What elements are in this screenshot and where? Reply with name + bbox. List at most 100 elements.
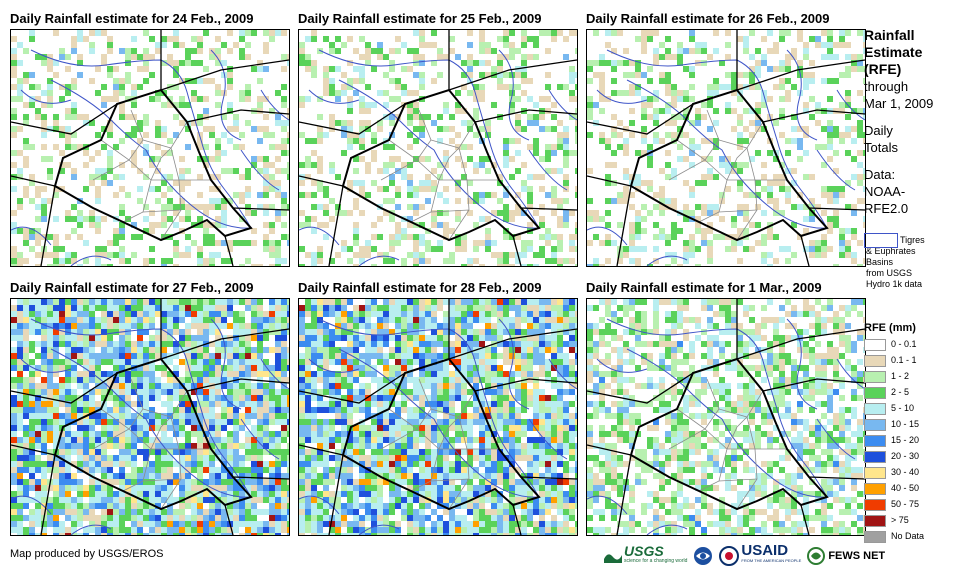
rain-cell (287, 431, 289, 437)
rain-cell (851, 54, 857, 60)
rain-cell (305, 323, 311, 329)
rain-cell (335, 419, 341, 425)
rain-cell (167, 383, 173, 389)
rain-cell (95, 252, 101, 258)
rain-cell (809, 246, 815, 252)
rain-cell (191, 431, 197, 437)
rain-cell (557, 299, 563, 305)
rain-cell (467, 413, 473, 419)
rain-cell (323, 365, 329, 371)
rain-cell (35, 323, 41, 329)
rain-cell (389, 347, 395, 353)
rain-cell (149, 156, 155, 162)
rain-cell (527, 341, 533, 347)
rain-cell (221, 485, 227, 491)
rain-cell (29, 443, 35, 449)
rain-cell (173, 317, 179, 323)
rain-cell (17, 467, 23, 473)
rain-cell (389, 365, 395, 371)
rain-cell (503, 54, 509, 60)
rain-cell (599, 78, 605, 84)
rain-cell (659, 78, 665, 84)
rain-cell (287, 395, 289, 401)
rain-cell (707, 252, 713, 258)
rain-cell (329, 299, 335, 305)
rain-cell (479, 365, 485, 371)
rain-cell (71, 228, 77, 234)
rain-cell (509, 108, 515, 114)
rain-cell (125, 132, 131, 138)
rain-cell (695, 222, 701, 228)
rain-cell (245, 305, 251, 311)
rain-cell (347, 180, 353, 186)
rain-cell (347, 377, 353, 383)
rain-cell (269, 413, 275, 419)
rain-cell (179, 431, 185, 437)
rain-cell (119, 371, 125, 377)
rain-cell (281, 305, 287, 311)
rain-cell (797, 90, 803, 96)
rain-cell (107, 66, 113, 72)
rain-cell (53, 401, 59, 407)
rain-cell (725, 246, 731, 252)
rain-cell (263, 347, 269, 353)
rain-cell (281, 431, 287, 437)
rain-cell (545, 96, 551, 102)
rain-cell (641, 30, 647, 36)
rain-cell (47, 455, 53, 461)
rain-cell (47, 485, 53, 491)
rain-cell (11, 162, 17, 168)
rain-cell (143, 473, 149, 479)
rain-cell (545, 240, 551, 246)
rain-cell (95, 479, 101, 485)
rain-cell (347, 144, 353, 150)
rain-cell (497, 401, 503, 407)
rain-cell (83, 443, 89, 449)
rain-cell (119, 335, 125, 341)
rain-cell (185, 395, 191, 401)
rain-cell (455, 108, 461, 114)
rain-cell (449, 317, 455, 323)
rain-cell (251, 485, 257, 491)
rain-cell (221, 132, 227, 138)
rain-cell (443, 413, 449, 419)
rain-cell (167, 258, 173, 264)
rain-cell (41, 102, 47, 108)
rain-cell (17, 78, 23, 84)
rain-cell (389, 198, 395, 204)
rain-cell (353, 138, 359, 144)
rain-cell (557, 132, 563, 138)
rain-cell (497, 407, 503, 413)
rain-cell (209, 252, 215, 258)
rain-cell (107, 353, 113, 359)
rain-cell (203, 479, 209, 485)
rain-cell (575, 395, 577, 401)
rain-cell (521, 60, 527, 66)
rain-cell (185, 252, 191, 258)
rain-cell (107, 162, 113, 168)
rain-cell (347, 437, 353, 443)
rain-cell (611, 198, 617, 204)
rain-cell (107, 527, 113, 533)
rain-cell (53, 461, 59, 467)
rain-cell (209, 497, 215, 503)
rain-cell (311, 228, 317, 234)
rain-cell (227, 258, 233, 264)
rain-cell (119, 174, 125, 180)
rain-cell (401, 90, 407, 96)
rain-cell (617, 60, 623, 66)
rain-cell (119, 527, 125, 533)
rain-cell (701, 174, 707, 180)
rain-cell (527, 198, 533, 204)
rain-cell (245, 353, 251, 359)
rain-cell (47, 90, 53, 96)
rain-cell (725, 156, 731, 162)
rain-cell (161, 419, 167, 425)
rain-cell (761, 162, 767, 168)
rain-cell (125, 473, 131, 479)
rain-cell (389, 305, 395, 311)
rain-cell (551, 413, 557, 419)
rain-cell (71, 485, 77, 491)
rain-cell (197, 461, 203, 467)
rain-cell (227, 377, 233, 383)
